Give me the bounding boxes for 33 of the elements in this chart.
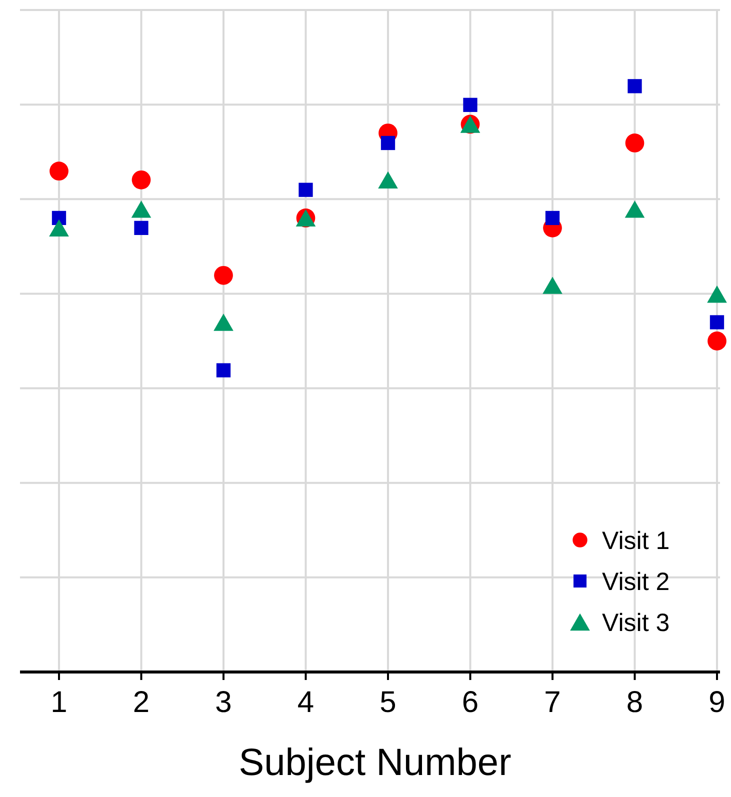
point [707, 286, 727, 303]
point [50, 162, 68, 181]
x-tick-label: 8 [626, 686, 644, 719]
point [463, 98, 478, 112]
point [710, 315, 724, 330]
point [542, 276, 562, 294]
point [380, 136, 396, 150]
point [628, 79, 642, 94]
point [214, 314, 234, 331]
x-tick-label: 5 [380, 686, 396, 719]
x-tick-label: 7 [544, 686, 561, 719]
point [625, 134, 644, 152]
x-tick-label: 6 [462, 686, 479, 719]
point [708, 332, 726, 350]
point [378, 171, 398, 188]
point [131, 200, 152, 218]
x-tick-label: 9 [708, 686, 726, 719]
x-tick-label: 1 [50, 686, 68, 719]
x-tick-label: 3 [215, 686, 232, 719]
point [134, 220, 148, 236]
point [298, 182, 313, 197]
legend-label: Visit 1 [602, 527, 670, 555]
point [49, 219, 69, 237]
x-axis-title: Subject Number [238, 742, 512, 784]
point [545, 210, 560, 226]
point [214, 266, 233, 285]
legend-label: Visit 3 [602, 609, 670, 637]
point [624, 200, 645, 218]
legend-label: Visit 2 [602, 568, 670, 596]
x-tick-label: 2 [132, 686, 150, 719]
x-tick-label: 4 [297, 686, 314, 719]
point [132, 170, 151, 190]
point [216, 363, 231, 378]
